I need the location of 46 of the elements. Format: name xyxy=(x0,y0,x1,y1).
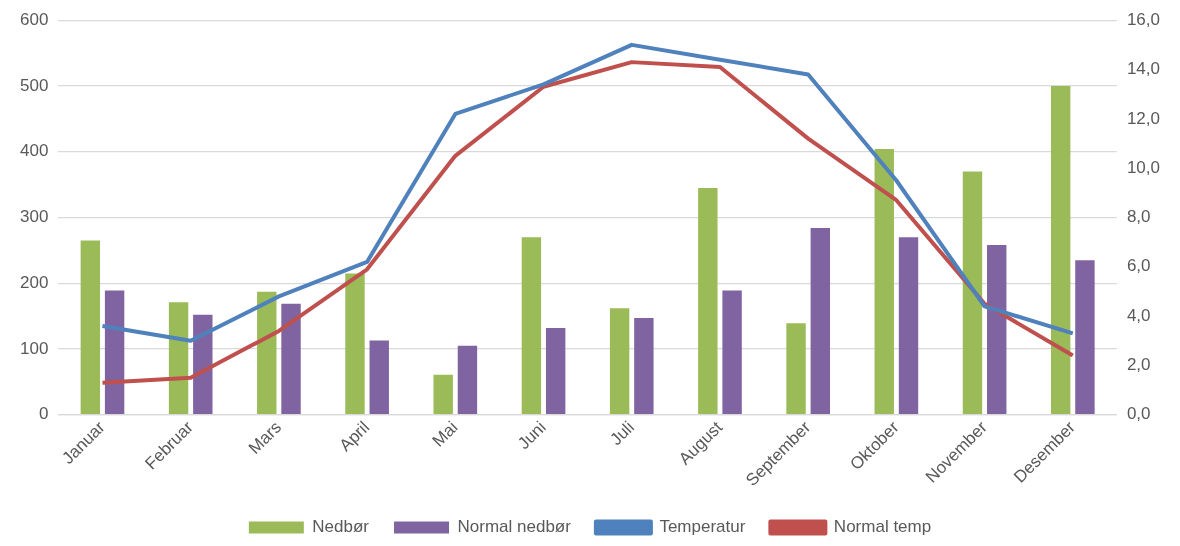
y2-tick-label: 10,0 xyxy=(1126,157,1161,177)
bar xyxy=(1050,85,1071,415)
bar xyxy=(345,273,365,415)
y2-tick-label: 0,0 xyxy=(1126,404,1151,424)
bar xyxy=(457,345,478,415)
y-tick-label: 600 xyxy=(19,9,49,29)
x-tick-label: Mai xyxy=(428,417,462,451)
legend-label: Temperatur xyxy=(659,517,746,537)
bar xyxy=(545,327,566,415)
bar xyxy=(104,290,125,415)
y2-tick-label: 14,0 xyxy=(1126,59,1161,79)
bar xyxy=(810,228,830,415)
y-tick-label: 100 xyxy=(19,338,49,358)
y-tick-label: 200 xyxy=(19,272,49,292)
bar xyxy=(1075,260,1095,415)
bar xyxy=(874,149,894,415)
bar xyxy=(80,240,101,415)
y-tick-label: 0 xyxy=(38,404,49,424)
y2-tick-label: 12,0 xyxy=(1126,108,1161,128)
y2-tick-label: 2,0 xyxy=(1126,355,1151,375)
y2-tick-label: 6,0 xyxy=(1126,256,1151,276)
y2-tick-label: 8,0 xyxy=(1126,207,1151,227)
bar xyxy=(168,302,189,415)
y-tick-label: 500 xyxy=(19,75,49,95)
bar xyxy=(698,187,718,415)
x-tick-label: Juli xyxy=(606,417,638,450)
bar xyxy=(786,323,806,415)
bar xyxy=(634,318,654,415)
legend-label: Nedbør xyxy=(312,517,370,537)
bar xyxy=(281,303,301,415)
y2-tick-label: 4,0 xyxy=(1126,305,1151,325)
bar xyxy=(193,314,213,415)
bar xyxy=(521,237,542,415)
bar xyxy=(257,291,277,415)
bar xyxy=(962,171,983,415)
bar xyxy=(433,374,453,415)
y-tick-label: 300 xyxy=(19,207,49,227)
legend-label: Normal nedbør xyxy=(457,517,572,537)
bar xyxy=(369,340,389,415)
bar xyxy=(609,308,630,415)
bar xyxy=(722,290,742,415)
y2-tick-label: 16,0 xyxy=(1126,9,1161,29)
y-tick-label: 400 xyxy=(19,141,49,161)
bar xyxy=(898,237,919,415)
bar xyxy=(987,245,1007,415)
legend-label: Normal temp xyxy=(833,517,932,537)
